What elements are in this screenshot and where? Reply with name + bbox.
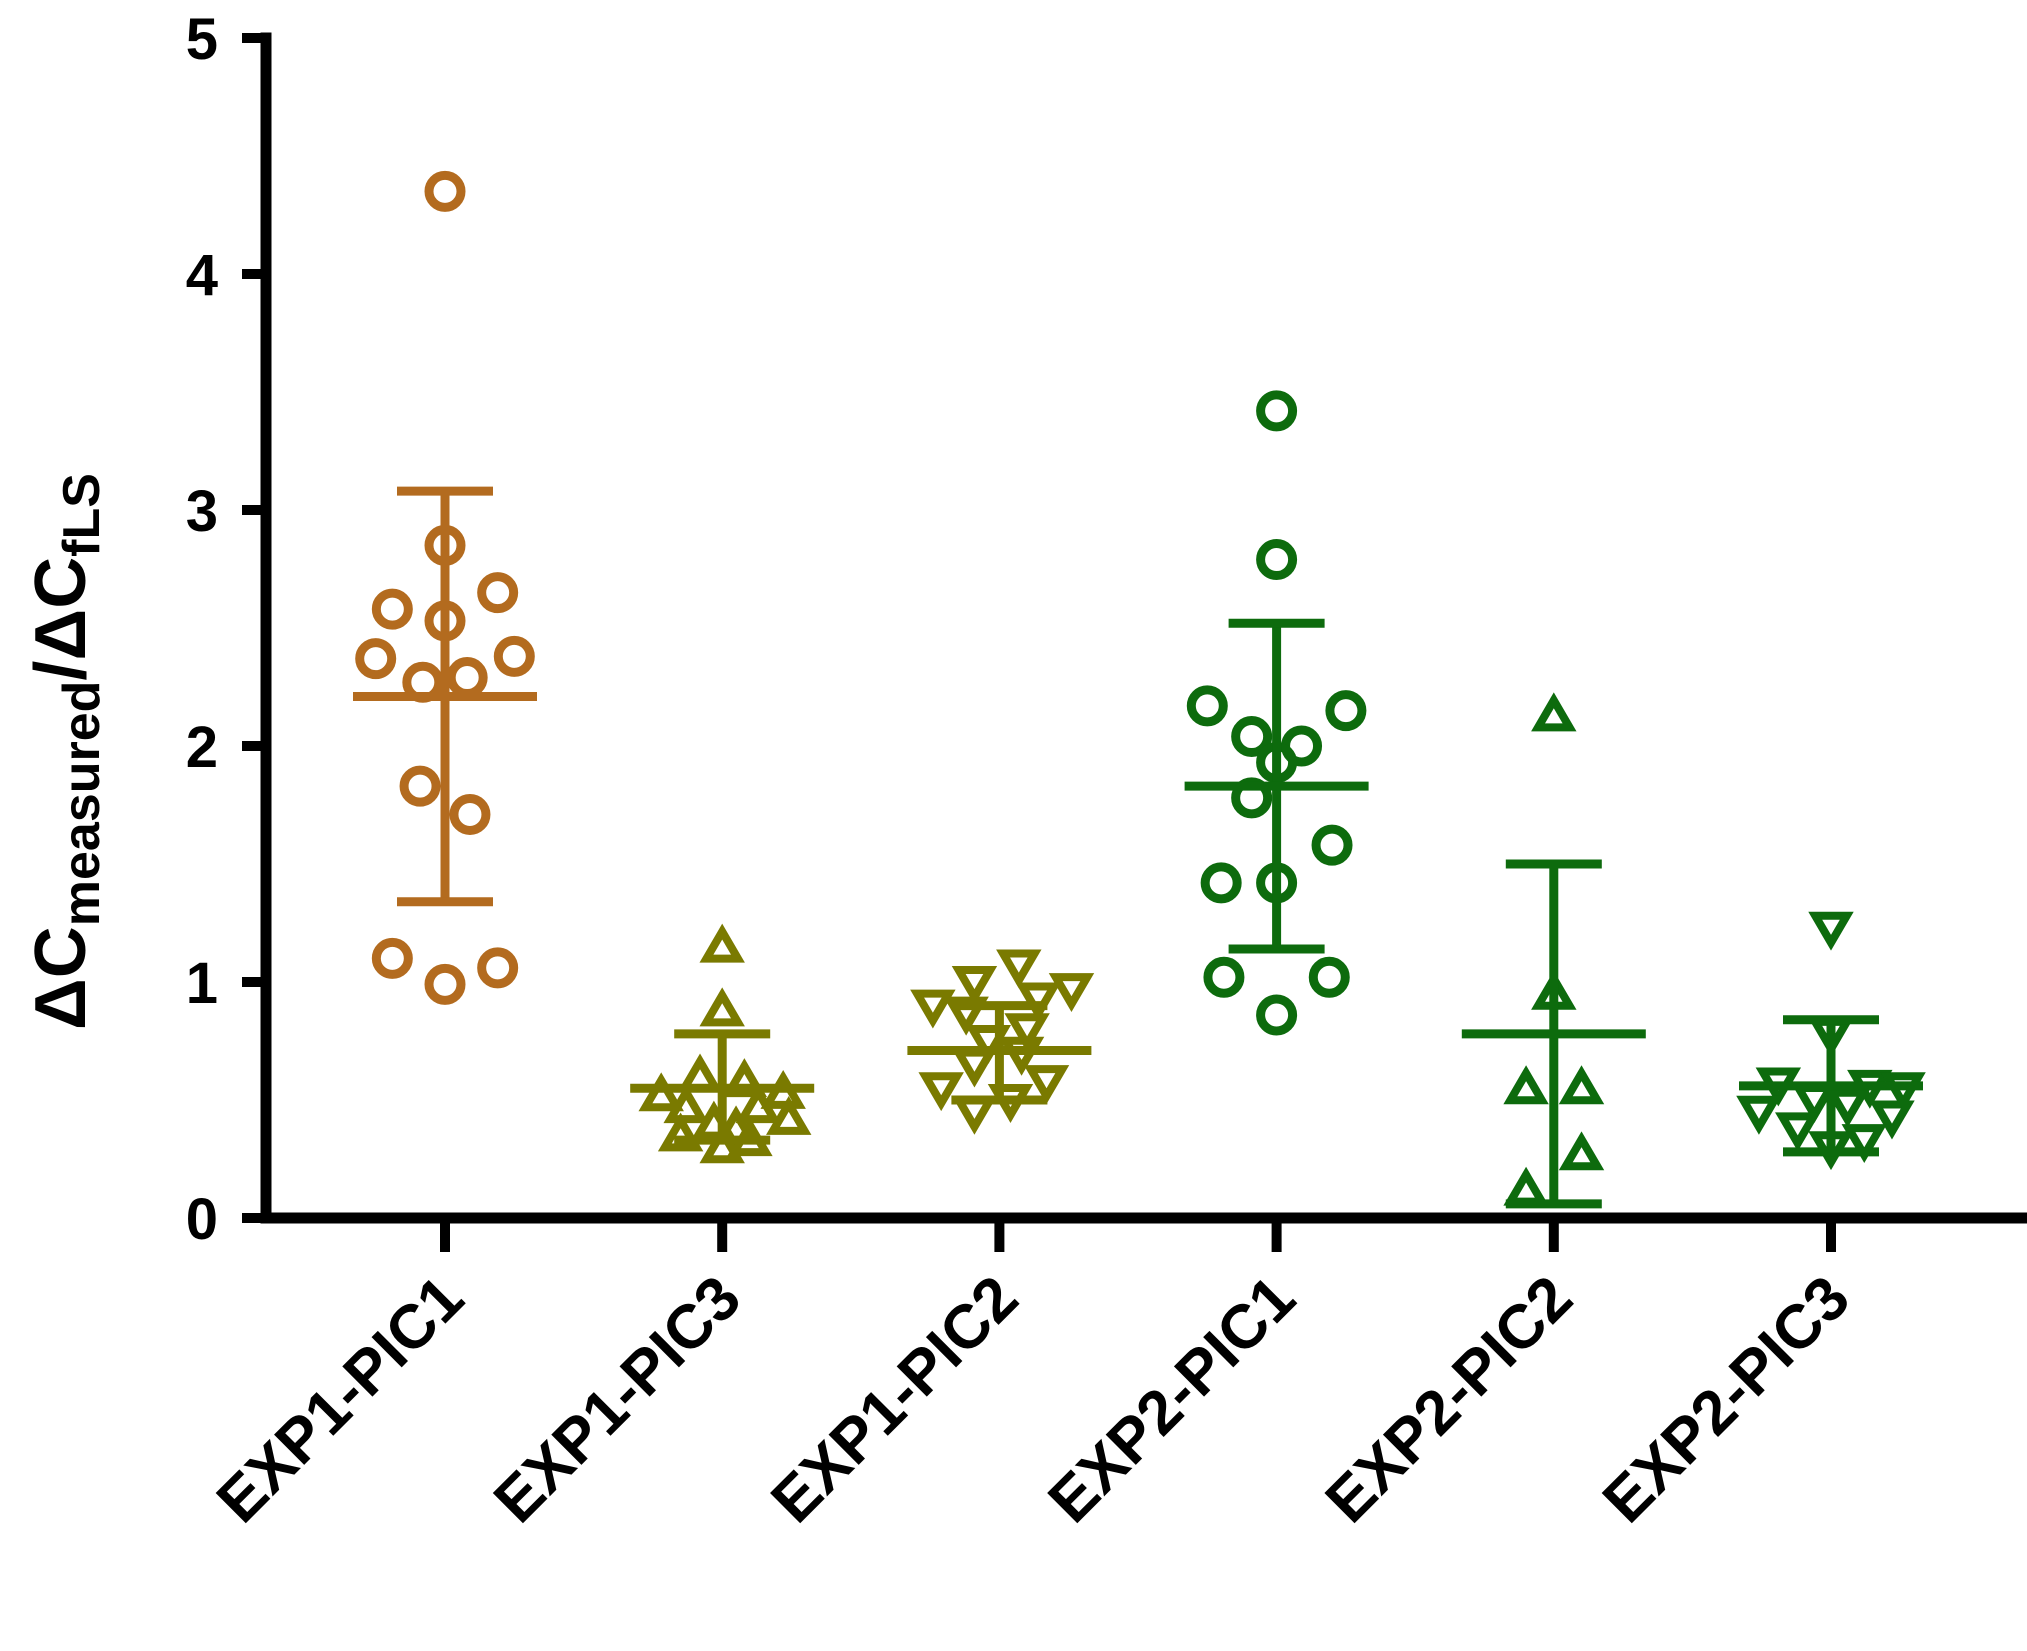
data-point <box>663 1084 709 1124</box>
data-point <box>1200 862 1242 904</box>
data-point <box>1558 1131 1605 1171</box>
series-group-exp2-pic3 <box>1736 911 1926 1171</box>
data-point <box>1023 1065 1070 1105</box>
series-group-exp1-pic2 <box>907 949 1095 1135</box>
data-point <box>1736 1095 1782 1135</box>
data-point <box>424 170 466 212</box>
data-point <box>657 1112 704 1152</box>
data-point <box>1824 1088 1871 1128</box>
data-point <box>699 987 745 1027</box>
data-point <box>638 1072 684 1112</box>
data-point <box>1311 824 1353 866</box>
axes-layer <box>260 32 2027 1224</box>
data-point <box>1048 973 1095 1013</box>
y-tick-label: 0 <box>186 1187 218 1252</box>
data-point <box>699 1124 745 1164</box>
y-tick-label: 3 <box>186 479 218 544</box>
data-point <box>446 657 488 699</box>
y-axis-title-subscript: fLS <box>53 473 111 557</box>
data-point <box>399 765 441 807</box>
y-axis-title-part: ΔC <box>21 926 101 1030</box>
data-point <box>449 793 491 835</box>
data-point <box>493 635 535 677</box>
data-point <box>918 1072 964 1112</box>
x-tick-label: EXP2-PIC1 <box>1036 1263 1309 1536</box>
data-point <box>1256 994 1298 1036</box>
data-point <box>943 996 989 1036</box>
data-point <box>1231 716 1273 758</box>
data-point <box>951 966 998 1005</box>
data-point <box>1256 390 1298 432</box>
data-point <box>721 1058 768 1098</box>
data-point <box>424 963 466 1005</box>
data-point <box>1775 1112 1821 1152</box>
marks-layer <box>353 170 1926 1209</box>
data-point <box>1558 1065 1605 1105</box>
data-point <box>1791 1084 1838 1123</box>
data-point <box>477 572 519 614</box>
y-tick-label: 5 <box>186 7 218 72</box>
data-point <box>1004 1013 1050 1053</box>
data-point <box>477 947 519 989</box>
data-point <box>1015 982 1061 1022</box>
series-group-exp2-pic2 <box>1461 692 1646 1209</box>
y-axis-title-part: /ΔC <box>21 557 101 681</box>
data-point <box>1325 690 1367 732</box>
data-point <box>1531 692 1577 732</box>
data-point <box>1841 1124 1887 1164</box>
y-axis-title-subscript: measured <box>53 681 111 927</box>
data-point <box>951 1048 998 1088</box>
x-tick-label: EXP1-PIC2 <box>758 1263 1031 1536</box>
data-point <box>1186 685 1228 727</box>
data-point <box>371 937 413 979</box>
y-tick-label: 4 <box>186 243 218 308</box>
x-tick-label: EXP1-PIC1 <box>204 1263 477 1536</box>
data-point <box>371 588 413 630</box>
data-point <box>1503 1065 1549 1105</box>
y-tick-label: 2 <box>186 715 218 780</box>
data-point <box>735 1084 781 1124</box>
y-tick-label: 1 <box>186 951 218 1016</box>
x-tick-label: EXP1-PIC3 <box>481 1263 754 1536</box>
y-axis-title: ΔCmeasured/ΔCfLS <box>21 473 111 1030</box>
data-point <box>355 638 397 680</box>
data-point <box>1808 911 1854 951</box>
data-point <box>1503 1166 1549 1206</box>
series-group-exp2-pic1 <box>1184 390 1369 1036</box>
data-point <box>699 923 745 963</box>
data-point <box>1203 956 1245 998</box>
data-point <box>766 1095 812 1135</box>
data-point <box>1256 539 1298 581</box>
data-point <box>1869 1100 1915 1140</box>
series-group-exp1-pic1 <box>353 170 537 1005</box>
data-point <box>996 949 1042 989</box>
x-tick-label: EXP2-PIC3 <box>1590 1263 1863 1536</box>
data-point <box>910 989 956 1029</box>
data-point <box>1308 956 1350 998</box>
series-group-exp1-pic3 <box>630 923 815 1164</box>
x-tick-label: EXP2-PIC2 <box>1313 1263 1586 1536</box>
